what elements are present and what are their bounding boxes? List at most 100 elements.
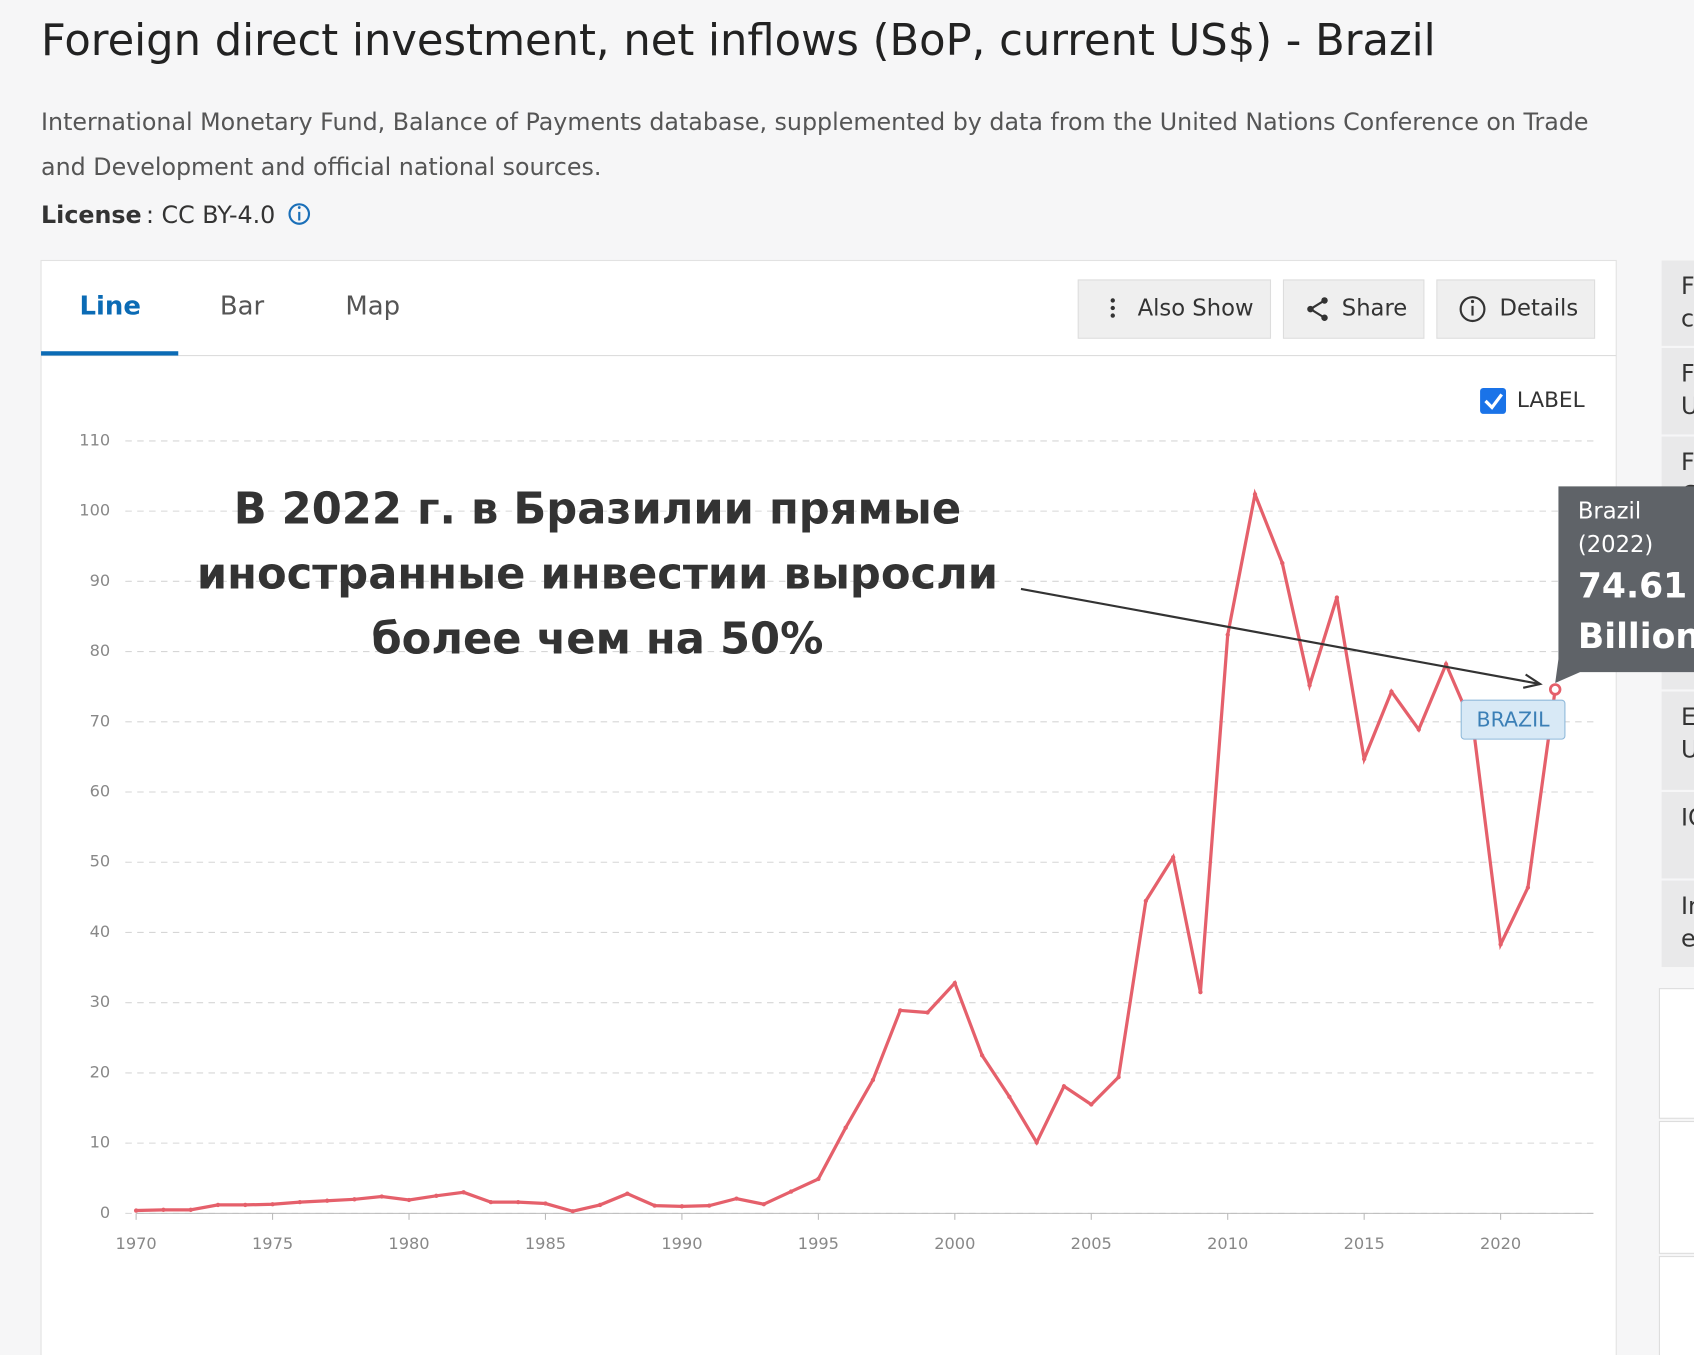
tab[interactable]: Map xyxy=(345,291,400,321)
data-point xyxy=(1252,492,1258,497)
active-tab-underline xyxy=(41,351,179,356)
data-point xyxy=(297,1199,303,1205)
x-tick-label: 2015 xyxy=(1344,1234,1385,1253)
data-point xyxy=(898,1008,903,1013)
info-icon[interactable] xyxy=(288,203,311,225)
data-point xyxy=(1225,632,1230,637)
tooltip-value: 74.61 xyxy=(1578,566,1687,606)
y-tick-label: 90 xyxy=(90,571,111,590)
data-point xyxy=(434,1193,439,1198)
tooltip xyxy=(1555,486,1694,683)
sidebar-text: U xyxy=(1681,735,1694,763)
y-tick-label: 60 xyxy=(90,782,111,801)
x-tick-label: 1995 xyxy=(798,1234,839,1253)
sidebar-box xyxy=(1658,1256,1694,1355)
sidebar-text: F xyxy=(1681,448,1694,476)
page-title: Foreign direct investment, net inflows (… xyxy=(41,16,1436,66)
sidebar-text: IC xyxy=(1681,804,1694,832)
data-point xyxy=(379,1194,384,1199)
data-point xyxy=(597,1202,603,1208)
tooltip-unit: Billion xyxy=(1578,617,1694,657)
sidebar-text: F xyxy=(1681,360,1694,388)
data-point xyxy=(1170,855,1176,860)
data-point xyxy=(1548,683,1562,696)
label-checkbox[interactable]: LABEL xyxy=(1480,388,1585,414)
x-tick-label: 1990 xyxy=(661,1234,702,1253)
source-line: International Monetary Fund, Balance of … xyxy=(41,108,1588,136)
button-label[interactable]: Share xyxy=(1342,296,1407,322)
sidebar-item[interactable] xyxy=(1661,347,1694,435)
sidebar-item[interactable] xyxy=(1661,691,1694,790)
data-point xyxy=(1280,560,1285,566)
data-point xyxy=(925,1010,930,1015)
data-point xyxy=(161,1207,166,1213)
data-point xyxy=(979,1053,985,1058)
x-tick-label: 2020 xyxy=(1480,1234,1521,1253)
data-point xyxy=(1198,989,1203,995)
y-tick-label: 100 xyxy=(79,501,110,520)
annotation-text: В 2022 г. в Бразилии прямые xyxy=(234,485,961,535)
source-line: and Development and official national so… xyxy=(41,153,601,181)
button-label[interactable]: Details xyxy=(1500,296,1579,322)
tooltip-country: Brazil xyxy=(1578,499,1641,525)
data-point xyxy=(406,1197,412,1203)
data-point xyxy=(761,1202,766,1207)
data-point xyxy=(1443,662,1449,667)
y-tick-label: 40 xyxy=(90,922,111,941)
data-point xyxy=(652,1203,657,1208)
sidebar-text: e xyxy=(1681,925,1694,953)
sidebar-box xyxy=(1658,988,1694,1119)
x-tick-label: 1975 xyxy=(252,1234,293,1253)
arrow-head xyxy=(1522,673,1543,689)
data-point xyxy=(1143,898,1149,904)
sidebar-item[interactable] xyxy=(1661,792,1694,879)
data-point xyxy=(543,1201,548,1206)
series-label: BRAZIL xyxy=(1477,708,1551,732)
tab[interactable]: Line xyxy=(79,291,140,321)
x-tick-label: 2010 xyxy=(1207,1234,1248,1253)
annotation-arrow xyxy=(1020,587,1541,686)
data-point xyxy=(1389,689,1394,694)
data-point xyxy=(625,1191,630,1196)
data-point xyxy=(1307,683,1312,688)
button[interactable]: Also Show xyxy=(1077,279,1272,339)
y-tick-label: 0 xyxy=(100,1203,110,1222)
data-point xyxy=(133,1208,139,1213)
x-tick-label: 1985 xyxy=(525,1234,566,1253)
license-label: License xyxy=(41,201,142,229)
sidebar-item[interactable] xyxy=(1661,880,1694,968)
annotation-text: иностранные инвестии выросли xyxy=(197,550,998,600)
data-point xyxy=(1089,1102,1094,1107)
data-point xyxy=(1061,1084,1067,1089)
sidebar: FcFUFGFEUICIre xyxy=(1658,260,1694,1355)
tab[interactable]: Bar xyxy=(220,291,265,321)
button[interactable]: Share xyxy=(1282,279,1425,339)
annotation-text: более чем на 50% xyxy=(371,614,823,664)
data-point xyxy=(243,1202,248,1208)
data-point xyxy=(1416,727,1421,732)
data-point xyxy=(1498,942,1503,947)
data-point xyxy=(215,1202,221,1208)
data-point xyxy=(1334,595,1340,600)
sidebar-item[interactable] xyxy=(1661,260,1694,346)
y-tick-label: 10 xyxy=(90,1133,111,1152)
data-point xyxy=(1034,1140,1039,1145)
button[interactable]: Details xyxy=(1436,279,1596,339)
license: License: CC BY-4.0 xyxy=(41,201,275,229)
data-point xyxy=(1362,756,1367,762)
button-label[interactable]: Also Show xyxy=(1138,296,1254,322)
data-point xyxy=(516,1199,521,1205)
data-point xyxy=(270,1202,275,1207)
checkbox-label[interactable]: LABEL xyxy=(1517,388,1585,413)
plot: 0 10 20 30 40 50 60 70 80 90 100 110 1970 1975 1980 198… xyxy=(79,430,1694,1253)
chart-card xyxy=(40,259,1617,1355)
x-tick-label: 2000 xyxy=(934,1234,975,1253)
data-point xyxy=(679,1204,685,1209)
x-tick-label: 1980 xyxy=(388,1234,429,1253)
data-point xyxy=(843,1125,848,1130)
x-tick-label: 1970 xyxy=(116,1234,157,1253)
data-point xyxy=(1007,1094,1012,1099)
sidebar-text: F xyxy=(1681,272,1694,300)
sidebar-box xyxy=(1658,1120,1694,1254)
